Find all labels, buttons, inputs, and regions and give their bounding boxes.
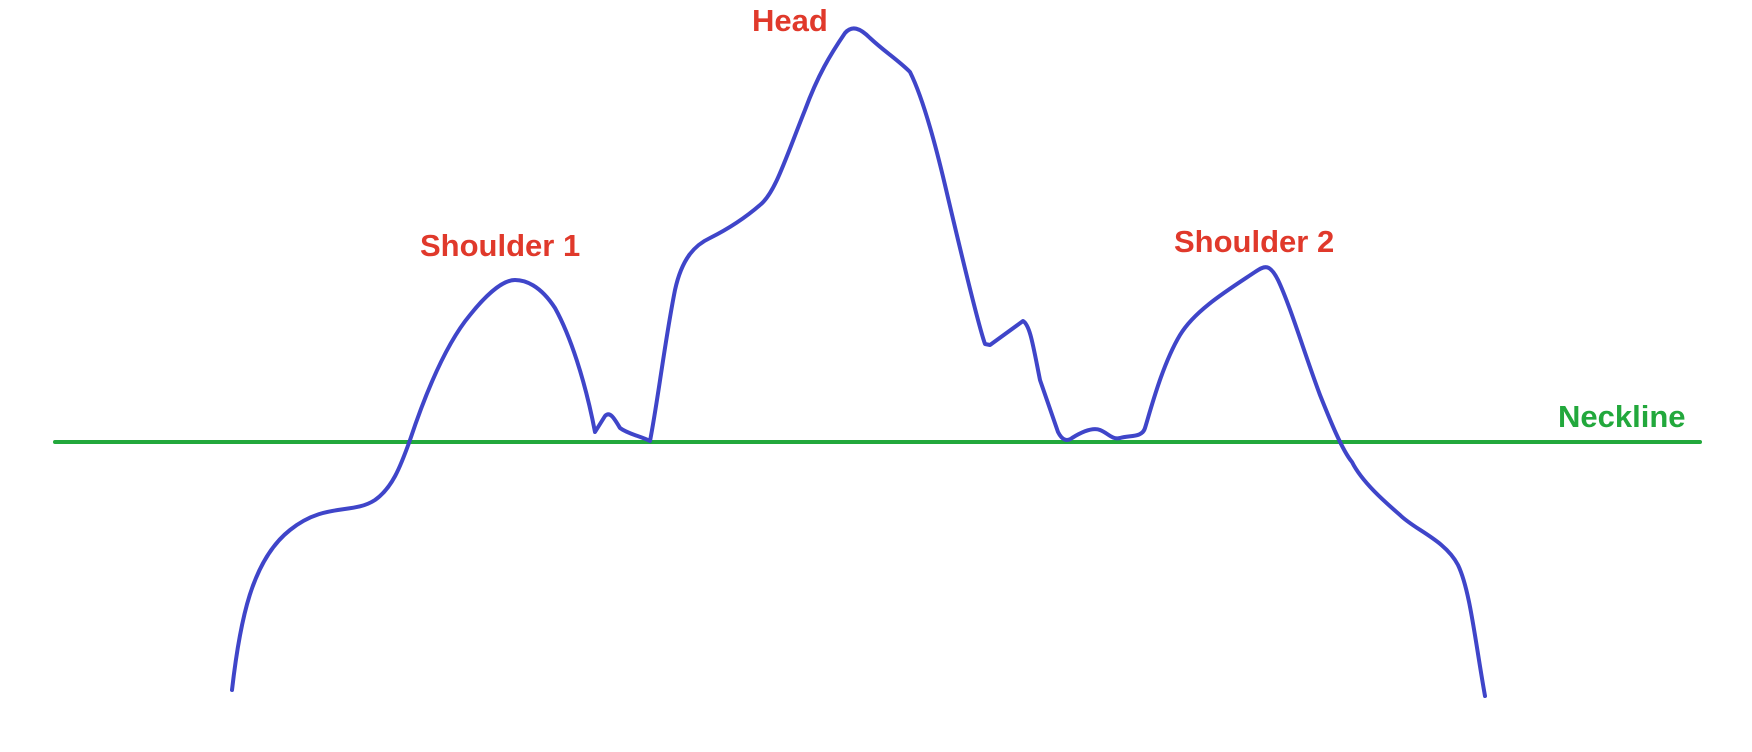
head-label: Head xyxy=(752,3,828,38)
neckline-label: Neckline xyxy=(1558,399,1686,434)
price-curve xyxy=(230,26,1487,698)
shoulder-2-label: Shoulder 2 xyxy=(1174,224,1335,259)
shoulder-1-label: Shoulder 1 xyxy=(420,228,581,263)
